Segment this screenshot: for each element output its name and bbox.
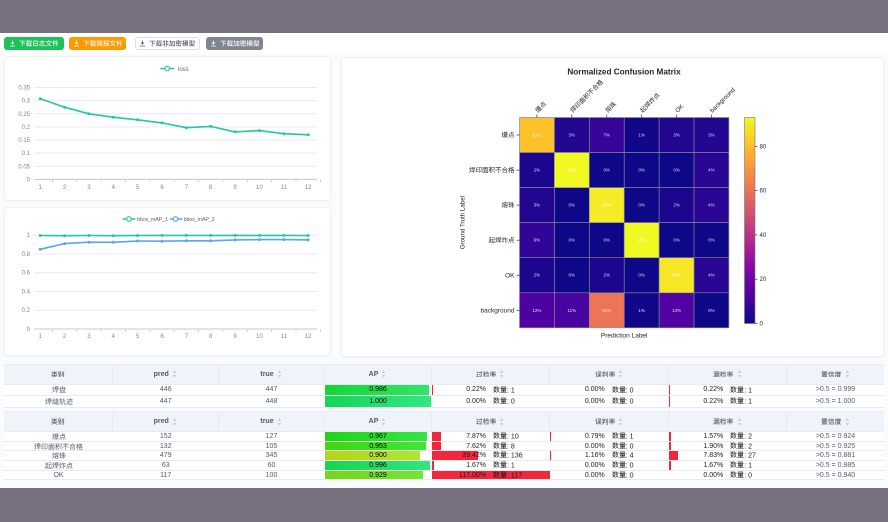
svg-text:1%: 1% (638, 308, 645, 313)
svg-text:0.05: 0.05 (18, 164, 30, 170)
svg-text:0: 0 (760, 322, 764, 328)
svg-text:9: 9 (233, 185, 237, 191)
svg-text:4%: 4% (708, 203, 715, 208)
svg-text:6: 6 (160, 334, 164, 340)
svg-text:Prediction Label: Prediction Label (601, 332, 648, 339)
svg-text:0%: 0% (673, 238, 680, 243)
svg-text:2: 2 (63, 334, 67, 340)
svg-text:12: 12 (305, 334, 312, 340)
svg-text:OK: OK (505, 272, 515, 279)
svg-text:2%: 2% (534, 168, 541, 173)
svg-text:0%: 0% (638, 203, 645, 208)
svg-text:3: 3 (87, 334, 91, 340)
svg-text:0: 0 (27, 177, 31, 183)
svg-text:2%: 2% (604, 273, 611, 278)
svg-text:OK: OK (674, 103, 686, 115)
svg-text:89%: 89% (672, 273, 681, 278)
svg-text:12%: 12% (532, 308, 541, 313)
svg-text:0%: 0% (638, 168, 645, 173)
svg-text:2%: 2% (534, 273, 541, 278)
svg-text:bbox_mAP_2: bbox_mAP_2 (184, 217, 215, 223)
svg-text:0: 0 (27, 327, 31, 333)
svg-text:2%: 2% (673, 203, 680, 208)
svg-text:0.6: 0.6 (22, 271, 31, 277)
svg-text:7%: 7% (604, 133, 611, 138)
svg-text:0.1: 0.1 (22, 151, 31, 157)
svg-text:bbox_mAP_1: bbox_mAP_1 (137, 217, 168, 223)
svg-text:4%: 4% (708, 273, 715, 278)
svg-text:3%: 3% (708, 133, 715, 138)
svg-text:4%: 4% (708, 168, 715, 173)
svg-text:3%: 3% (569, 133, 576, 138)
svg-text:0%: 0% (569, 203, 576, 208)
svg-text:4: 4 (112, 185, 116, 191)
svg-text:1: 1 (27, 233, 31, 239)
svg-text:10: 10 (256, 185, 263, 191)
svg-text:90%: 90% (602, 203, 611, 208)
svg-text:8: 8 (209, 185, 213, 191)
svg-text:9: 9 (233, 334, 237, 340)
svg-text:0.2: 0.2 (22, 308, 31, 314)
svg-text:11: 11 (281, 185, 288, 191)
svg-text:2: 2 (63, 185, 67, 191)
svg-text:background: background (481, 308, 515, 315)
svg-text:7: 7 (185, 185, 189, 191)
svg-text:Ground Truth Label: Ground Truth Label (460, 196, 467, 249)
svg-text:93%: 93% (637, 238, 646, 243)
svg-text:93%: 93% (567, 168, 576, 173)
svg-text:8: 8 (209, 334, 213, 340)
svg-text:0%: 0% (569, 273, 576, 278)
svg-text:10: 10 (256, 334, 263, 340)
svg-text:5: 5 (136, 185, 140, 191)
svg-text:0.2: 0.2 (22, 125, 31, 131)
svg-text:61%: 61% (602, 308, 611, 313)
svg-text:0.15: 0.15 (18, 138, 30, 144)
svg-text:4: 4 (112, 334, 116, 340)
svg-text:Normalized Confusion Matrix: Normalized Confusion Matrix (567, 68, 681, 77)
svg-text:0%: 0% (708, 308, 715, 313)
svg-text:0%: 0% (604, 238, 611, 243)
svg-text:0%: 0% (708, 238, 715, 243)
svg-text:loss: loss (178, 67, 189, 73)
svg-text:20: 20 (760, 277, 767, 283)
svg-text:0.3: 0.3 (22, 99, 31, 105)
svg-text:1: 1 (39, 185, 43, 191)
svg-text:1%: 1% (638, 133, 645, 138)
svg-text:6: 6 (160, 185, 164, 191)
svg-text:80: 80 (760, 144, 767, 150)
svg-text:7: 7 (185, 334, 189, 340)
svg-text:12: 12 (305, 185, 312, 191)
svg-text:3%: 3% (673, 133, 680, 138)
svg-text:6%: 6% (534, 238, 541, 243)
svg-text:11%: 11% (567, 308, 576, 313)
svg-text:background: background (709, 86, 737, 114)
svg-text:3: 3 (87, 185, 91, 191)
svg-text:0.25: 0.25 (18, 112, 30, 118)
svg-text:11: 11 (281, 334, 288, 340)
svg-text:5: 5 (136, 334, 140, 340)
svg-text:0.4: 0.4 (22, 290, 31, 296)
svg-text:40: 40 (760, 233, 767, 239)
svg-text:0%: 0% (604, 168, 611, 173)
svg-text:81%: 81% (532, 133, 541, 138)
svg-text:0.8: 0.8 (22, 252, 31, 258)
svg-text:0.35: 0.35 (18, 86, 30, 92)
svg-text:13%: 13% (672, 308, 681, 313)
svg-text:0%: 0% (638, 273, 645, 278)
svg-text:60: 60 (760, 189, 767, 195)
svg-text:3%: 3% (534, 203, 541, 208)
svg-text:1: 1 (39, 334, 43, 340)
svg-text:0%: 0% (673, 168, 680, 173)
svg-text:0%: 0% (569, 238, 576, 243)
